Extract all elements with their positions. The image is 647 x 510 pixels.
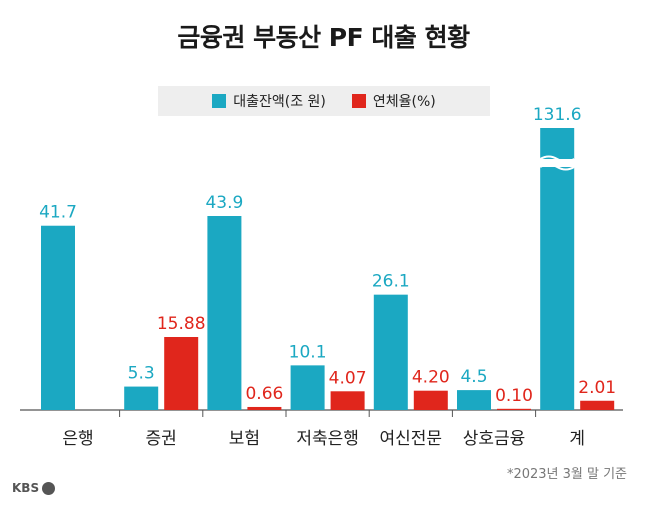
data-label-loan: 5.3 [128, 364, 155, 384]
bar-loan [41, 225, 75, 410]
data-label-delinquency: 4.20 [412, 368, 450, 388]
bar-delinquency [413, 390, 448, 410]
x-tick-label: 증권 [146, 429, 177, 449]
logo-text: KBS [12, 481, 40, 495]
axis-break-wave [539, 163, 575, 171]
legend-item-delinquency: 연체율(%) [351, 91, 436, 111]
data-label-loan: 4.5 [460, 367, 487, 387]
bar-loan [290, 365, 325, 410]
logo-mark-icon [42, 481, 56, 495]
data-label-loan: 43.9 [205, 193, 243, 213]
axis-break-wave [539, 155, 575, 163]
bar-loan [373, 294, 408, 410]
chart-title: 금융권 부동산 PF 대출 현황 [177, 23, 470, 52]
legend-swatch-loan [212, 94, 227, 108]
bar-delinquency [580, 400, 615, 410]
data-label-delinquency: 2.01 [578, 378, 616, 398]
data-label-delinquency: 0.10 [495, 386, 533, 406]
bar-delinquency [164, 337, 199, 410]
legend-label-loan: 대출잔액(조 원) [233, 94, 326, 110]
data-label-loan: 10.1 [289, 342, 327, 362]
bar-delinquency [330, 391, 365, 410]
data-label-delinquency: 4.07 [329, 368, 367, 388]
x-tick-label: 계 [569, 429, 585, 449]
kbs-logo: KBS [12, 481, 56, 495]
bar-loan [457, 390, 491, 410]
axis-break-gap [539, 159, 576, 167]
footnote: *2023년 3월 말 기준 [506, 467, 627, 482]
bar-loan [124, 386, 159, 410]
x-tick-label: 상호금융 [463, 429, 526, 449]
data-label-delinquency: 0.66 [245, 384, 283, 404]
data-label-loan: 131.6 [533, 105, 582, 125]
data-label-loan: 41.7 [39, 203, 77, 223]
data-label-delinquency: 15.88 [157, 314, 206, 334]
legend-swatch-delinquency [351, 94, 366, 108]
x-tick-label: 저축은행 [296, 429, 359, 449]
bar-delinquency [497, 408, 531, 410]
bar-loan [540, 128, 575, 410]
legend-label-delinquency: 연체율(%) [372, 94, 436, 110]
bar-loan [207, 216, 242, 410]
data-label-loan: 26.1 [372, 272, 410, 292]
x-tick-label: 여신전문 [380, 429, 443, 449]
legend-item-loan: 대출잔액(조 원) [212, 91, 326, 111]
x-tick-label: 보험 [229, 429, 260, 449]
bar-delinquency [247, 406, 282, 410]
x-tick-label: 은행 [62, 429, 93, 449]
legend: 대출잔액(조 원) 연체율(%) [158, 86, 490, 116]
